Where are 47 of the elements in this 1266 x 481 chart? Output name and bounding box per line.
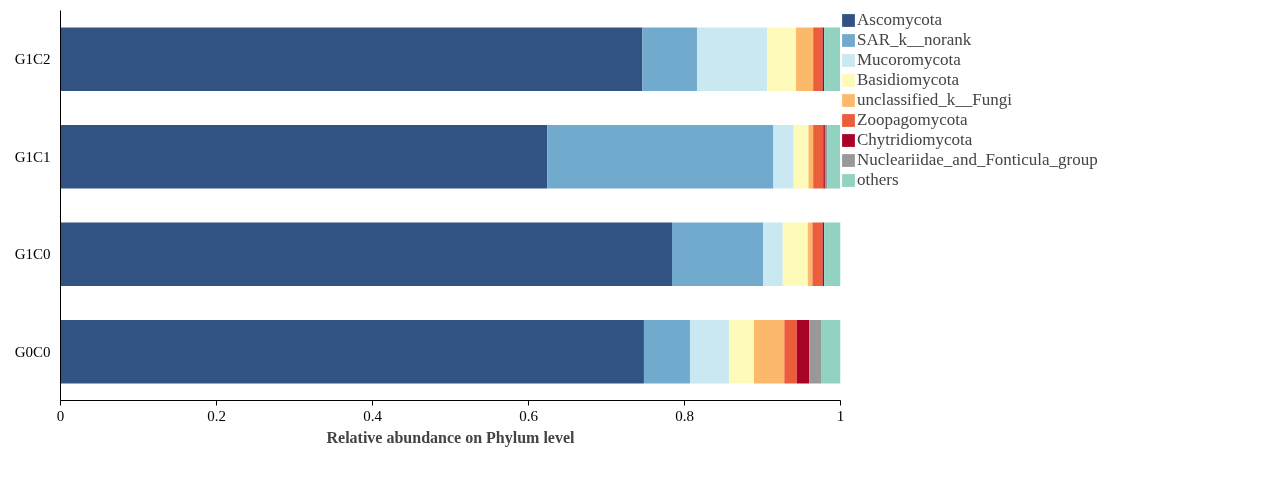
bar	[813, 125, 824, 189]
y-tick-label: G1C1	[14, 148, 51, 165]
bar	[60, 27, 643, 91]
bar	[763, 222, 783, 286]
legend-label: Chytridiomycota	[857, 130, 973, 150]
legend-label: Mucoromycota	[857, 50, 961, 70]
legend-label: others	[857, 170, 899, 190]
y-tick-label: G0C0	[14, 343, 51, 360]
bar	[782, 222, 808, 286]
legend-label: Zoopagomycota	[857, 110, 968, 130]
x-tick-label: 0.2	[207, 407, 226, 424]
bar	[821, 320, 841, 384]
bar	[767, 27, 797, 91]
y-tick-label: G1C0	[14, 246, 51, 263]
x-axis-title: Relative abundance on Phylum level	[326, 428, 576, 447]
bar	[60, 125, 548, 189]
bar	[784, 320, 797, 384]
x-tick-label: 0.8	[675, 407, 694, 424]
bar	[824, 27, 841, 91]
bar	[642, 27, 697, 91]
x-tick-label: 0	[56, 407, 65, 424]
bar	[689, 320, 729, 384]
bar	[796, 27, 814, 91]
x-tick-label: 1	[836, 407, 845, 424]
bar	[643, 320, 690, 384]
bar	[696, 27, 768, 91]
x-tick-label: 0.6	[519, 407, 539, 424]
bar	[753, 320, 785, 384]
bar	[60, 320, 644, 384]
legend-label: Ascomycota	[857, 10, 942, 30]
bar	[728, 320, 754, 384]
bar	[824, 222, 841, 286]
bar	[547, 125, 774, 189]
y-tick-label: G1C2	[14, 51, 51, 68]
legend-label: unclassified_k__Fungi	[857, 90, 1012, 110]
bar	[813, 27, 823, 91]
bar	[812, 222, 823, 286]
bar	[796, 320, 810, 384]
bar	[672, 222, 764, 286]
bar	[793, 125, 809, 189]
legend-label: SAR_k__norank	[857, 30, 972, 50]
legend-label: Basidiomycota	[857, 70, 959, 90]
legend-label: Nucleariidae_and_Fonticula_group	[857, 150, 1098, 170]
x-tick-label: 0.4	[363, 407, 383, 424]
bar	[809, 320, 821, 384]
bar	[60, 222, 673, 286]
bar	[773, 125, 794, 189]
